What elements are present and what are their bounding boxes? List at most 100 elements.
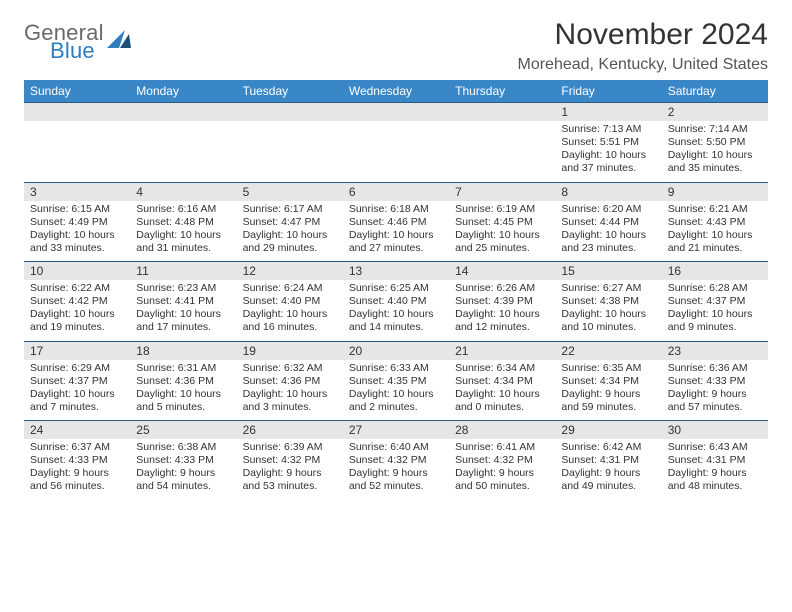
sunset-text: Sunset: 4:44 PM bbox=[561, 216, 655, 229]
content-row: Sunrise: 6:22 AMSunset: 4:42 PMDaylight:… bbox=[24, 280, 768, 341]
sunrise-text: Sunrise: 6:39 AM bbox=[243, 441, 337, 454]
day-number bbox=[237, 103, 343, 122]
daylight-text: Daylight: 9 hours and 54 minutes. bbox=[136, 467, 230, 493]
sunset-text: Sunset: 4:35 PM bbox=[349, 375, 443, 388]
sunset-text: Sunset: 4:40 PM bbox=[349, 295, 443, 308]
day-cell: Sunrise: 6:39 AMSunset: 4:32 PMDaylight:… bbox=[237, 439, 343, 500]
day-number: 25 bbox=[130, 421, 236, 440]
sunrise-text: Sunrise: 6:17 AM bbox=[243, 203, 337, 216]
daylight-text: Daylight: 10 hours and 5 minutes. bbox=[136, 388, 230, 414]
daylight-text: Daylight: 10 hours and 25 minutes. bbox=[455, 229, 549, 255]
day-header-row: SundayMondayTuesdayWednesdayThursdayFrid… bbox=[24, 80, 768, 103]
daynum-row: 12 bbox=[24, 103, 768, 122]
day-number: 21 bbox=[449, 341, 555, 360]
sunset-text: Sunset: 4:40 PM bbox=[243, 295, 337, 308]
day-cell: Sunrise: 6:32 AMSunset: 4:36 PMDaylight:… bbox=[237, 360, 343, 421]
daylight-text: Daylight: 10 hours and 14 minutes. bbox=[349, 308, 443, 334]
day-cell: Sunrise: 6:34 AMSunset: 4:34 PMDaylight:… bbox=[449, 360, 555, 421]
sunset-text: Sunset: 4:31 PM bbox=[668, 454, 762, 467]
sunset-text: Sunset: 4:33 PM bbox=[136, 454, 230, 467]
daylight-text: Daylight: 10 hours and 2 minutes. bbox=[349, 388, 443, 414]
day-cell: Sunrise: 6:15 AMSunset: 4:49 PMDaylight:… bbox=[24, 201, 130, 262]
sunrise-text: Sunrise: 6:36 AM bbox=[668, 362, 762, 375]
sunset-text: Sunset: 4:33 PM bbox=[30, 454, 124, 467]
day-number: 12 bbox=[237, 262, 343, 281]
day-cell: Sunrise: 6:22 AMSunset: 4:42 PMDaylight:… bbox=[24, 280, 130, 341]
day-number: 4 bbox=[130, 182, 236, 201]
day-cell: Sunrise: 6:40 AMSunset: 4:32 PMDaylight:… bbox=[343, 439, 449, 500]
daylight-text: Daylight: 9 hours and 53 minutes. bbox=[243, 467, 337, 493]
day-number bbox=[130, 103, 236, 122]
page-title: November 2024 bbox=[517, 18, 768, 52]
day-number: 24 bbox=[24, 421, 130, 440]
logo-part2: Blue bbox=[50, 40, 104, 62]
day-cell: Sunrise: 6:28 AMSunset: 4:37 PMDaylight:… bbox=[662, 280, 768, 341]
sunrise-text: Sunrise: 6:27 AM bbox=[561, 282, 655, 295]
day-cell: Sunrise: 6:38 AMSunset: 4:33 PMDaylight:… bbox=[130, 439, 236, 500]
daylight-text: Daylight: 10 hours and 31 minutes. bbox=[136, 229, 230, 255]
day-number: 30 bbox=[662, 421, 768, 440]
daylight-text: Daylight: 10 hours and 33 minutes. bbox=[30, 229, 124, 255]
day-cell: Sunrise: 6:19 AMSunset: 4:45 PMDaylight:… bbox=[449, 201, 555, 262]
sunrise-text: Sunrise: 6:29 AM bbox=[30, 362, 124, 375]
day-cell: Sunrise: 6:25 AMSunset: 4:40 PMDaylight:… bbox=[343, 280, 449, 341]
daylight-text: Daylight: 10 hours and 9 minutes. bbox=[668, 308, 762, 334]
sunrise-text: Sunrise: 7:13 AM bbox=[561, 123, 655, 136]
daylight-text: Daylight: 10 hours and 35 minutes. bbox=[668, 149, 762, 175]
sunrise-text: Sunrise: 6:43 AM bbox=[668, 441, 762, 454]
day-cell: Sunrise: 7:14 AMSunset: 5:50 PMDaylight:… bbox=[662, 121, 768, 182]
logo: General Blue bbox=[24, 22, 135, 62]
daylight-text: Daylight: 10 hours and 7 minutes. bbox=[30, 388, 124, 414]
sunset-text: Sunset: 5:51 PM bbox=[561, 136, 655, 149]
sunrise-text: Sunrise: 6:33 AM bbox=[349, 362, 443, 375]
day-cell: Sunrise: 6:41 AMSunset: 4:32 PMDaylight:… bbox=[449, 439, 555, 500]
daynum-row: 17181920212223 bbox=[24, 341, 768, 360]
sunrise-text: Sunrise: 6:31 AM bbox=[136, 362, 230, 375]
day-cell: Sunrise: 6:27 AMSunset: 4:38 PMDaylight:… bbox=[555, 280, 661, 341]
day-number: 3 bbox=[24, 182, 130, 201]
title-block: November 2024 Morehead, Kentucky, United… bbox=[517, 18, 768, 74]
daylight-text: Daylight: 10 hours and 12 minutes. bbox=[455, 308, 549, 334]
sunrise-text: Sunrise: 6:35 AM bbox=[561, 362, 655, 375]
day-cell: Sunrise: 6:23 AMSunset: 4:41 PMDaylight:… bbox=[130, 280, 236, 341]
content-row: Sunrise: 6:29 AMSunset: 4:37 PMDaylight:… bbox=[24, 360, 768, 421]
day-number: 14 bbox=[449, 262, 555, 281]
sunrise-text: Sunrise: 6:34 AM bbox=[455, 362, 549, 375]
day-cell: Sunrise: 6:35 AMSunset: 4:34 PMDaylight:… bbox=[555, 360, 661, 421]
daylight-text: Daylight: 10 hours and 0 minutes. bbox=[455, 388, 549, 414]
day-number bbox=[449, 103, 555, 122]
day-cell: Sunrise: 6:29 AMSunset: 4:37 PMDaylight:… bbox=[24, 360, 130, 421]
day-header: Thursday bbox=[449, 80, 555, 103]
daylight-text: Daylight: 10 hours and 23 minutes. bbox=[561, 229, 655, 255]
sunset-text: Sunset: 4:48 PM bbox=[136, 216, 230, 229]
sunrise-text: Sunrise: 6:19 AM bbox=[455, 203, 549, 216]
day-number: 18 bbox=[130, 341, 236, 360]
location-subtitle: Morehead, Kentucky, United States bbox=[517, 56, 768, 74]
sunset-text: Sunset: 4:34 PM bbox=[455, 375, 549, 388]
day-cell bbox=[343, 121, 449, 182]
sunset-text: Sunset: 4:38 PM bbox=[561, 295, 655, 308]
day-cell: Sunrise: 6:21 AMSunset: 4:43 PMDaylight:… bbox=[662, 201, 768, 262]
day-header: Wednesday bbox=[343, 80, 449, 103]
day-number: 1 bbox=[555, 103, 661, 122]
sunrise-text: Sunrise: 6:25 AM bbox=[349, 282, 443, 295]
content-row: Sunrise: 7:13 AMSunset: 5:51 PMDaylight:… bbox=[24, 121, 768, 182]
day-cell: Sunrise: 6:17 AMSunset: 4:47 PMDaylight:… bbox=[237, 201, 343, 262]
sunrise-text: Sunrise: 6:18 AM bbox=[349, 203, 443, 216]
sunrise-text: Sunrise: 6:37 AM bbox=[30, 441, 124, 454]
sunset-text: Sunset: 4:45 PM bbox=[455, 216, 549, 229]
sunrise-text: Sunrise: 6:38 AM bbox=[136, 441, 230, 454]
daylight-text: Daylight: 9 hours and 52 minutes. bbox=[349, 467, 443, 493]
sunset-text: Sunset: 5:50 PM bbox=[668, 136, 762, 149]
sunset-text: Sunset: 4:47 PM bbox=[243, 216, 337, 229]
daylight-text: Daylight: 9 hours and 56 minutes. bbox=[30, 467, 124, 493]
logo-text: General Blue bbox=[24, 22, 104, 62]
sunrise-text: Sunrise: 6:42 AM bbox=[561, 441, 655, 454]
daylight-text: Daylight: 9 hours and 50 minutes. bbox=[455, 467, 549, 493]
sunset-text: Sunset: 4:46 PM bbox=[349, 216, 443, 229]
daylight-text: Daylight: 10 hours and 37 minutes. bbox=[561, 149, 655, 175]
sunset-text: Sunset: 4:34 PM bbox=[561, 375, 655, 388]
sunrise-text: Sunrise: 7:14 AM bbox=[668, 123, 762, 136]
day-number: 26 bbox=[237, 421, 343, 440]
sunset-text: Sunset: 4:32 PM bbox=[455, 454, 549, 467]
